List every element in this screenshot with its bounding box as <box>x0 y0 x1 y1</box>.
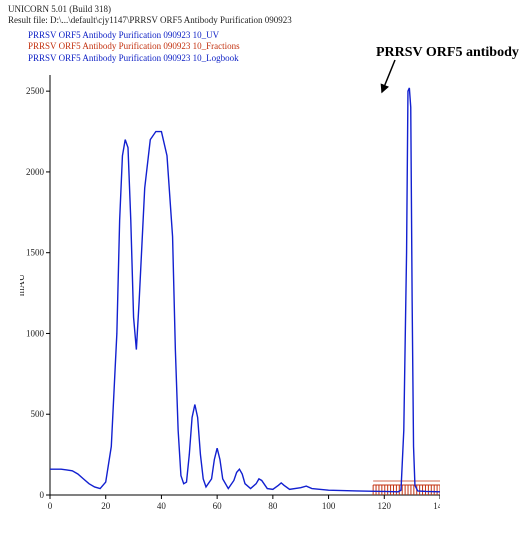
peak-annotation: PRRSV ORF5 antibody <box>376 45 519 61</box>
legend: PRRSV ORF5 Antibody Purification 090923 … <box>28 30 240 64</box>
xtick-label: 120 <box>378 501 392 511</box>
ytick-label: 1000 <box>26 328 45 338</box>
software-name: UNICORN 5.01 (Build 318) <box>8 4 292 15</box>
ytick-label: 500 <box>31 409 45 419</box>
software-header: UNICORN 5.01 (Build 318) Result file: D:… <box>8 4 292 26</box>
result-file-path: Result file: D:\...\default\cjy1147\PRRS… <box>8 15 292 26</box>
xtick-label: 40 <box>157 501 167 511</box>
chromatogram-chart: 0 500 1000 1500 2000 2500 mAU 0 20 40 60 80 100 120 14… <box>20 75 440 535</box>
xtick-label: 100 <box>322 501 336 511</box>
uv-trace <box>50 88 440 492</box>
xtick-label: 0 <box>48 501 53 511</box>
xtick-label: 80 <box>268 501 278 511</box>
ytick-label: 1500 <box>26 248 45 258</box>
xtick-label: 140 <box>433 501 440 511</box>
ytick-label: 2500 <box>26 86 45 96</box>
legend-logbook: PRRSV ORF5 Antibody Purification 090923 … <box>28 53 240 64</box>
legend-uv: PRRSV ORF5 Antibody Purification 090923 … <box>28 30 240 41</box>
y-axis-label: mAU <box>20 273 27 296</box>
legend-fractions: PRRSV ORF5 Antibody Purification 090923 … <box>28 41 240 52</box>
ytick-label: 0 <box>40 490 45 500</box>
xtick-label: 20 <box>101 501 111 511</box>
xtick-label: 60 <box>213 501 223 511</box>
ytick-label: 2000 <box>26 167 45 177</box>
